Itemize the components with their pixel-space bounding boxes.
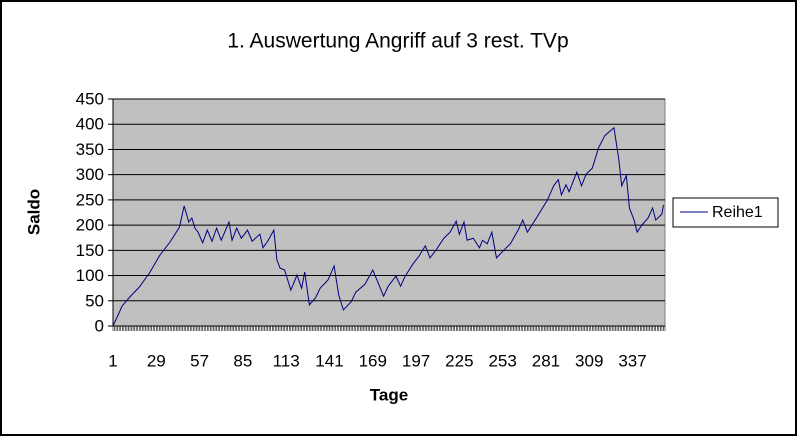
x-tick-label: 309 <box>575 351 603 370</box>
x-tick-label: 1 <box>108 351 117 370</box>
x-tick-label: 113 <box>273 351 300 370</box>
plot-area: 0 50 100 150 200 250 300 350 400 450 1 29 57 85 113 141… <box>76 89 666 370</box>
x-tick-label: 253 <box>488 351 516 370</box>
y-tick-label: 150 <box>76 241 104 260</box>
x-tick-label: 169 <box>359 351 387 370</box>
plot-background <box>112 98 666 327</box>
x-tick-label: 85 <box>233 351 252 370</box>
x-tick-label: 225 <box>445 351 473 370</box>
x-tick-label: 337 <box>618 351 646 370</box>
x-tick-label: 281 <box>532 351 560 370</box>
y-tick-label: 50 <box>85 291 104 310</box>
y-tick-label: 0 <box>95 316 104 335</box>
x-tick-label: 197 <box>402 351 430 370</box>
x-tick-label: 141 <box>315 351 343 370</box>
chart-title: 1. Auswertung Angriff auf 3 rest. TVp <box>227 30 568 53</box>
legend: Reihe1 <box>672 197 779 228</box>
x-tick-label: 29 <box>147 351 166 370</box>
y-tick-label: 400 <box>76 115 104 134</box>
y-tick-label: 450 <box>76 89 104 108</box>
x-axis-label: Tage <box>370 385 408 404</box>
y-tick-label: 100 <box>76 266 104 285</box>
y-tick-label: 250 <box>76 190 104 209</box>
y-tick-label: 300 <box>76 165 104 184</box>
data-line <box>112 126 664 327</box>
legend-label: Reihe1 <box>712 204 763 221</box>
y-tick-label: 350 <box>76 140 104 159</box>
y-tick-label: 200 <box>76 216 104 235</box>
x-tick-label: 57 <box>190 351 209 370</box>
y-axis-label: Saldo <box>24 189 43 235</box>
